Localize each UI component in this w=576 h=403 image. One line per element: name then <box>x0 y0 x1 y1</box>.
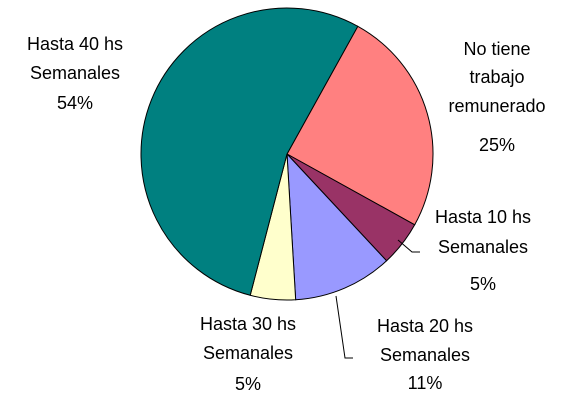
slice-label: Semanales <box>380 345 470 365</box>
slice-value-label: 25% <box>479 135 515 155</box>
slice-label: Semanales <box>203 343 293 363</box>
slice-label: Semanales <box>30 63 120 83</box>
slice-label: Hasta 10 hs <box>435 207 531 227</box>
leader-line <box>335 295 353 359</box>
pie-slice <box>140 7 359 296</box>
slice-value-label: 5% <box>470 274 496 294</box>
slice-label: Semanales <box>438 237 528 257</box>
slice-value-label: 5% <box>235 374 261 394</box>
slice-label: Hasta 40 hs <box>27 34 123 54</box>
pie-slice <box>286 25 434 226</box>
leader-line <box>397 239 420 253</box>
pie-slice <box>286 152 388 301</box>
slice-label: trabajo <box>469 67 524 87</box>
slice-value-label: 11% <box>408 373 443 393</box>
slice-label: remunerado <box>448 96 545 116</box>
slice-label: Hasta 30 hs <box>200 314 296 334</box>
slice-label: Hasta 20 hs <box>377 316 473 336</box>
slice-value-label: 54% <box>57 93 93 113</box>
slice-label: No tiene <box>463 39 530 59</box>
